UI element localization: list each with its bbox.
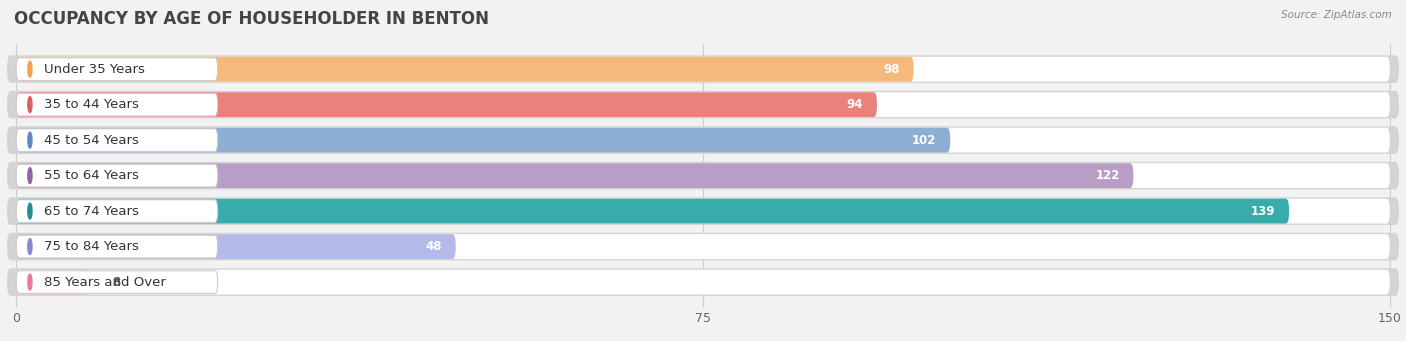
FancyBboxPatch shape — [17, 200, 218, 222]
FancyBboxPatch shape — [17, 270, 1389, 295]
Text: 55 to 64 Years: 55 to 64 Years — [44, 169, 139, 182]
Text: 94: 94 — [846, 98, 863, 111]
FancyBboxPatch shape — [17, 234, 456, 259]
Text: 98: 98 — [883, 63, 900, 76]
FancyBboxPatch shape — [17, 58, 218, 80]
FancyBboxPatch shape — [17, 57, 1389, 81]
Text: OCCUPANCY BY AGE OF HOUSEHOLDER IN BENTON: OCCUPANCY BY AGE OF HOUSEHOLDER IN BENTO… — [14, 10, 489, 28]
Text: 48: 48 — [426, 240, 441, 253]
FancyBboxPatch shape — [7, 126, 1399, 154]
Circle shape — [28, 203, 32, 219]
FancyBboxPatch shape — [17, 93, 218, 116]
Text: 35 to 44 Years: 35 to 44 Years — [44, 98, 139, 111]
Circle shape — [28, 97, 32, 113]
Text: Source: ZipAtlas.com: Source: ZipAtlas.com — [1281, 10, 1392, 20]
FancyBboxPatch shape — [17, 128, 1389, 152]
Circle shape — [28, 239, 32, 254]
Circle shape — [28, 132, 32, 148]
Text: 102: 102 — [912, 134, 936, 147]
FancyBboxPatch shape — [7, 55, 1399, 83]
Text: 65 to 74 Years: 65 to 74 Years — [44, 205, 139, 218]
FancyBboxPatch shape — [17, 129, 218, 151]
FancyBboxPatch shape — [17, 128, 950, 152]
FancyBboxPatch shape — [7, 233, 1399, 261]
Text: 122: 122 — [1095, 169, 1119, 182]
Circle shape — [28, 168, 32, 183]
Text: 85 Years and Over: 85 Years and Over — [44, 276, 166, 288]
FancyBboxPatch shape — [7, 268, 1399, 296]
FancyBboxPatch shape — [17, 57, 914, 81]
Text: 75 to 84 Years: 75 to 84 Years — [44, 240, 139, 253]
FancyBboxPatch shape — [17, 163, 1133, 188]
FancyBboxPatch shape — [17, 271, 218, 293]
FancyBboxPatch shape — [7, 197, 1399, 225]
Text: 8: 8 — [112, 276, 121, 288]
FancyBboxPatch shape — [17, 163, 1389, 188]
FancyBboxPatch shape — [7, 162, 1399, 190]
FancyBboxPatch shape — [17, 92, 1389, 117]
FancyBboxPatch shape — [17, 270, 90, 295]
FancyBboxPatch shape — [17, 199, 1389, 223]
FancyBboxPatch shape — [17, 234, 1389, 259]
Text: Under 35 Years: Under 35 Years — [44, 63, 145, 76]
FancyBboxPatch shape — [17, 92, 877, 117]
Circle shape — [28, 274, 32, 290]
FancyBboxPatch shape — [17, 164, 218, 187]
FancyBboxPatch shape — [17, 235, 218, 258]
Text: 139: 139 — [1251, 205, 1275, 218]
FancyBboxPatch shape — [7, 91, 1399, 118]
FancyBboxPatch shape — [17, 199, 1289, 223]
Text: 45 to 54 Years: 45 to 54 Years — [44, 134, 139, 147]
Circle shape — [28, 61, 32, 77]
